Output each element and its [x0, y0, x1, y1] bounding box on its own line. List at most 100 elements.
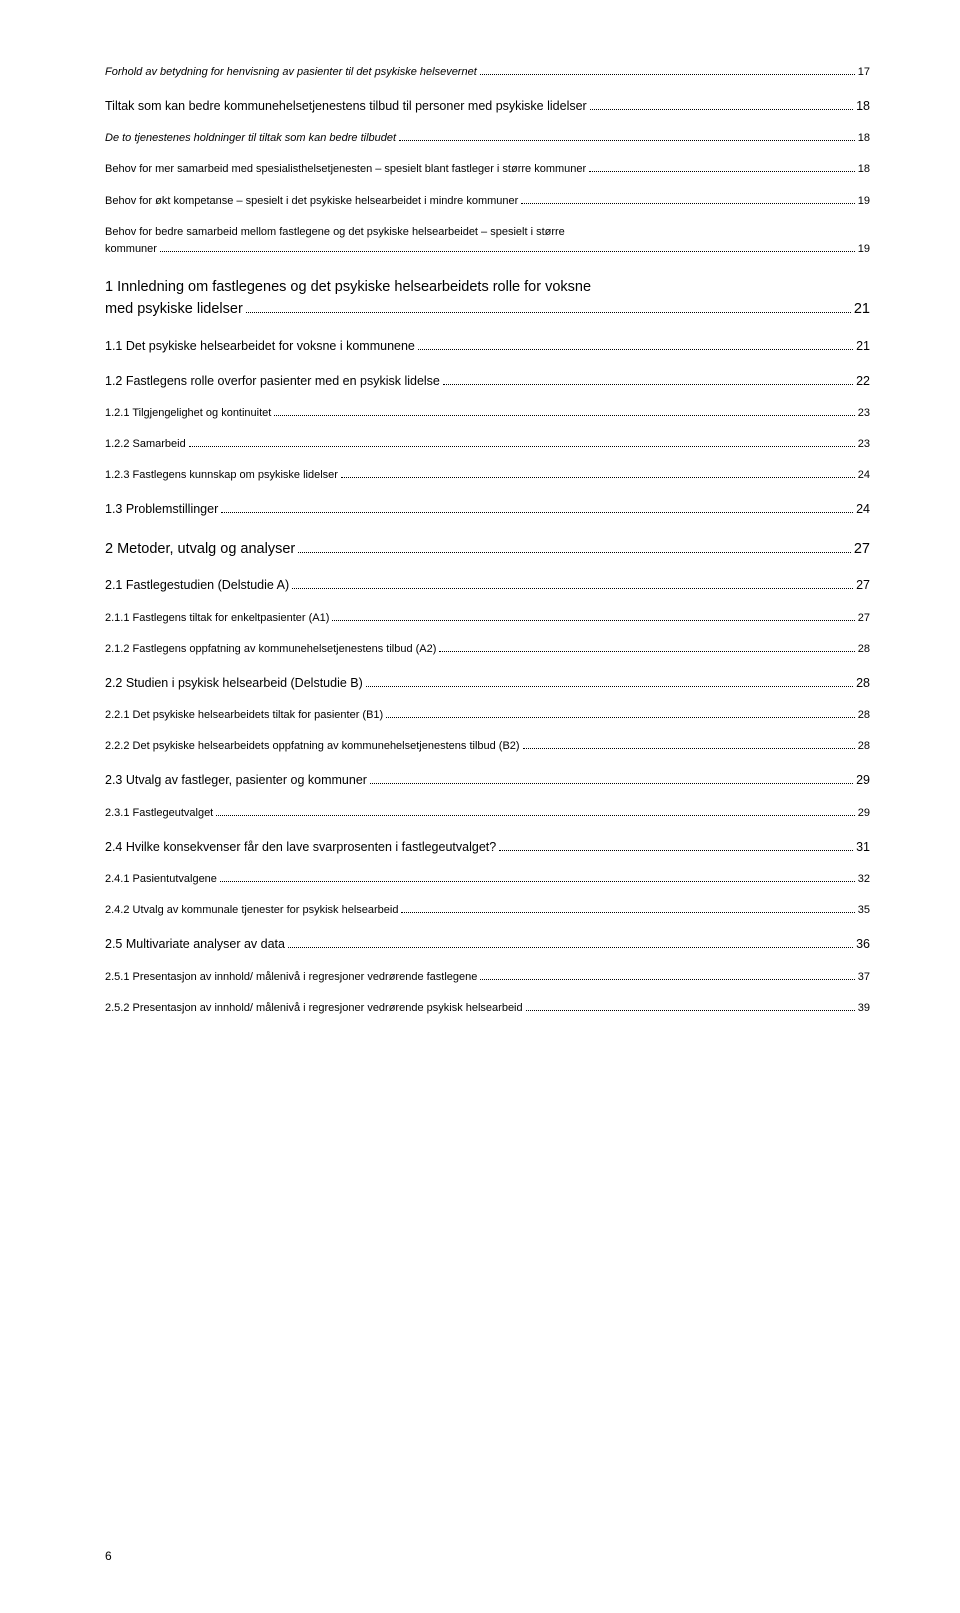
toc-entry: 2.1.2 Fastlegens oppfatning av kommunehe…	[105, 641, 870, 658]
toc-leader-dots	[418, 337, 853, 349]
toc-label: 1 Innledning om fastlegenes og det psyki…	[105, 279, 591, 295]
toc-entry: 1.2.2 Samarbeid 23	[105, 436, 870, 453]
toc-entry: De to tjenestenes holdninger til tiltak …	[105, 130, 870, 147]
toc-entry: 2.3 Utvalg av fastleger, pasienter og ko…	[105, 771, 870, 790]
toc-entry: 1.2.1 Tilgjengelighet og kontinuitet23	[105, 405, 870, 422]
toc-page-number: 35	[858, 902, 870, 919]
toc-entry: 2.2.2 Det psykiske helsearbeidets oppfat…	[105, 738, 870, 755]
toc-label: 2.5.2 Presentasjon av innhold/ målenivå …	[105, 1000, 523, 1017]
toc-entry: 2.1.1 Fastlegens tiltak for enkeltpasien…	[105, 610, 870, 627]
toc-leader-dots	[589, 162, 855, 173]
toc-leader-dots	[160, 241, 855, 252]
document-page: Forhold av betydning for henvisning av p…	[0, 0, 960, 1613]
toc-entry: 1.1 Det psykiske helsearbeidet for voksn…	[105, 337, 870, 356]
toc-page-number: 28	[858, 641, 870, 658]
toc-entry: Forhold av betydning for henvisning av p…	[105, 64, 870, 81]
toc-leader-dots	[370, 772, 853, 784]
toc-label: 1.1 Det psykiske helsearbeidet for voksn…	[105, 337, 415, 356]
toc-label: Behov for mer samarbeid med spesialisthe…	[105, 161, 586, 178]
toc-label: 2.4.2 Utvalg av kommunale tjenester for …	[105, 902, 398, 919]
table-of-contents: Forhold av betydning for henvisning av p…	[105, 64, 870, 1017]
toc-entry: 2.1 Fastlegestudien (Delstudie A)27	[105, 576, 870, 595]
toc-label: 1.2.2 Samarbeid	[105, 436, 186, 453]
toc-label: 2.5.1 Presentasjon av innhold/ målenivå …	[105, 969, 477, 986]
toc-label: 2.2.1 Det psykiske helsearbeidets tiltak…	[105, 707, 383, 724]
toc-entry: 1 Innledning om fastlegenes og det psyki…	[105, 276, 870, 321]
toc-entry: 2 Metoder, utvalg og analyser27	[105, 538, 870, 560]
toc-label: Forhold av betydning for henvisning av p…	[105, 64, 477, 81]
toc-entry: 2.5.2 Presentasjon av innhold/ målenivå …	[105, 1000, 870, 1017]
toc-label: De to tjenestenes holdninger til tiltak …	[105, 130, 396, 147]
toc-page-number: 28	[858, 738, 870, 755]
toc-leader-dots	[590, 98, 853, 110]
toc-entry: 2.5 Multivariate analyser av data 36	[105, 935, 870, 954]
toc-page-number: 31	[856, 838, 870, 857]
toc-page-number: 27	[858, 610, 870, 627]
toc-page-number: 22	[856, 372, 870, 391]
toc-label: kommuner	[105, 241, 157, 258]
toc-entry: 2.5.1 Presentasjon av innhold/ målenivå …	[105, 969, 870, 986]
toc-leader-dots	[386, 707, 855, 718]
toc-entry: Behov for økt kompetanse – spesielt i de…	[105, 193, 870, 210]
toc-leader-dots	[526, 1000, 855, 1011]
toc-leader-dots	[499, 838, 853, 850]
toc-page-number: 36	[856, 935, 870, 954]
toc-entry: Behov for bedre samarbeid mellom fastleg…	[105, 224, 870, 258]
toc-page-number: 23	[858, 436, 870, 453]
toc-leader-dots	[366, 675, 853, 687]
toc-leader-dots	[443, 373, 853, 385]
toc-leader-dots	[439, 641, 854, 652]
toc-entry: 2.2.1 Det psykiske helsearbeidets tiltak…	[105, 707, 870, 724]
toc-label: 2.3.1 Fastlegeutvalget	[105, 805, 213, 822]
toc-page-number: 28	[856, 674, 870, 693]
toc-leader-dots	[274, 405, 854, 416]
toc-entry: 1.2.3 Fastlegens kunnskap om psykiske li…	[105, 467, 870, 484]
toc-leader-dots	[220, 871, 855, 882]
toc-label: 2.1.1 Fastlegens tiltak for enkeltpasien…	[105, 610, 329, 627]
toc-label: 2.2.2 Det psykiske helsearbeidets oppfat…	[105, 738, 520, 755]
toc-label: 2.5 Multivariate analyser av data	[105, 935, 285, 954]
toc-label: Tiltak som kan bedre kommunehelsetjenest…	[105, 97, 587, 116]
toc-page-number: 28	[858, 707, 870, 724]
toc-page-number: 21	[854, 298, 870, 320]
toc-label: 1.2.1 Tilgjengelighet og kontinuitet	[105, 405, 271, 422]
toc-entry: Tiltak som kan bedre kommunehelsetjenest…	[105, 97, 870, 116]
toc-leader-dots	[480, 969, 854, 980]
toc-entry: 2.4.2 Utvalg av kommunale tjenester for …	[105, 902, 870, 919]
toc-entry-line1: 1 Innledning om fastlegenes og det psyki…	[105, 276, 870, 298]
toc-label: 2.4.1 Pasientutvalgene	[105, 871, 217, 888]
toc-entry: 2.4 Hvilke konsekvenser får den lave sva…	[105, 838, 870, 857]
toc-leader-dots	[246, 299, 851, 313]
toc-leader-dots	[189, 437, 855, 448]
page-number: 6	[105, 1549, 112, 1563]
toc-leader-dots	[341, 468, 855, 479]
toc-entry: Behov for mer samarbeid med spesialisthe…	[105, 161, 870, 178]
toc-entry: 2.4.1 Pasientutvalgene 32	[105, 871, 870, 888]
toc-leader-dots	[523, 738, 855, 749]
toc-page-number: 29	[856, 771, 870, 790]
toc-label: 1.2.3 Fastlegens kunnskap om psykiske li…	[105, 467, 338, 484]
toc-leader-dots	[221, 501, 853, 513]
toc-label: med psykiske lidelser	[105, 298, 243, 320]
toc-label: 2.2 Studien i psykisk helsearbeid (Delst…	[105, 674, 363, 693]
toc-leader-dots	[288, 936, 853, 948]
toc-label: Behov for økt kompetanse – spesielt i de…	[105, 193, 518, 210]
toc-page-number: 24	[856, 500, 870, 519]
toc-entry: 2.2 Studien i psykisk helsearbeid (Delst…	[105, 674, 870, 693]
toc-page-number: 18	[856, 97, 870, 116]
toc-page-number: 19	[858, 241, 870, 258]
toc-page-number: 18	[858, 161, 870, 178]
toc-page-number: 37	[858, 969, 870, 986]
toc-page-number: 32	[858, 871, 870, 888]
toc-leader-dots	[399, 131, 855, 142]
toc-page-number: 39	[858, 1000, 870, 1017]
toc-entry: 1.2 Fastlegens rolle overfor pasienter m…	[105, 372, 870, 391]
toc-leader-dots	[480, 64, 855, 75]
toc-page-number: 27	[856, 576, 870, 595]
toc-label: Behov for bedre samarbeid mellom fastleg…	[105, 226, 565, 238]
toc-page-number: 24	[858, 467, 870, 484]
toc-entry: 2.3.1 Fastlegeutvalget 29	[105, 805, 870, 822]
toc-label: 2.3 Utvalg av fastleger, pasienter og ko…	[105, 771, 367, 790]
toc-page-number: 18	[858, 130, 870, 147]
toc-page-number: 29	[858, 805, 870, 822]
